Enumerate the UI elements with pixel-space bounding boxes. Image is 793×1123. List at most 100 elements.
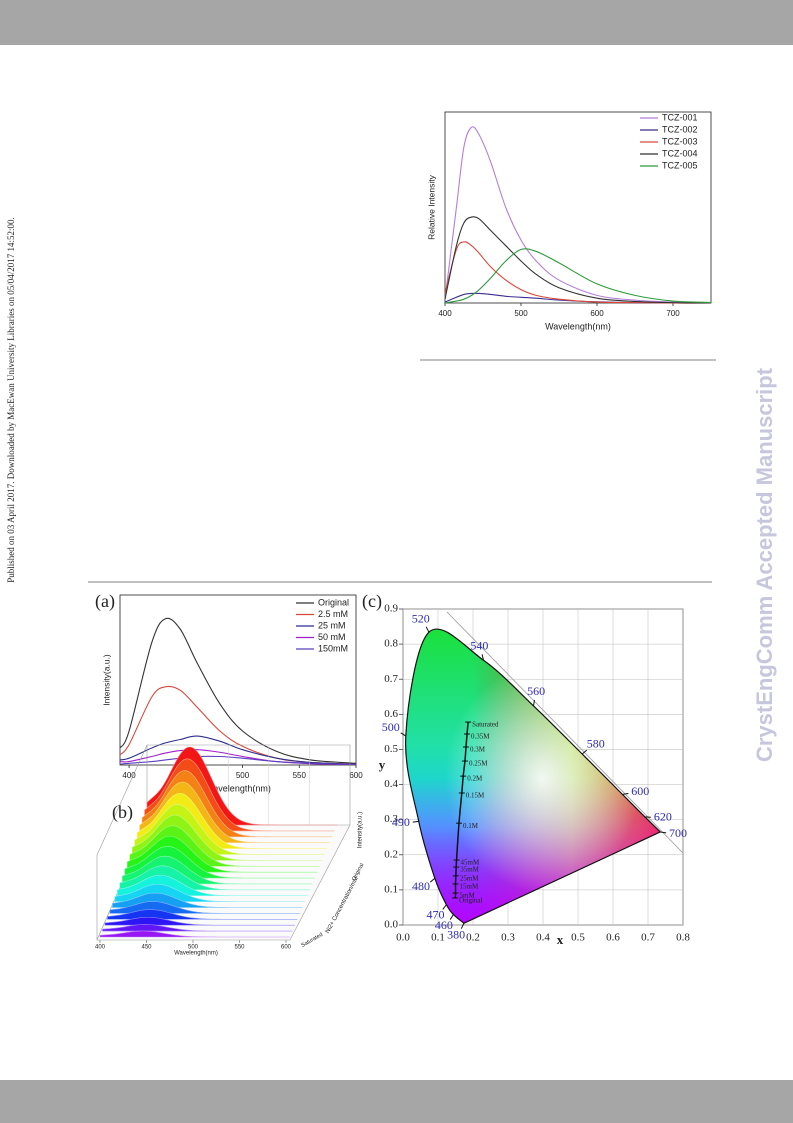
y-tick-label: 0.9 xyxy=(384,603,398,615)
y-axis-label: Intensity(a.u.) xyxy=(358,812,364,848)
locus-point xyxy=(581,749,588,755)
wavelength-label: 700 xyxy=(669,826,687,840)
x-axis-label: Wavelength(nm) xyxy=(205,783,271,793)
header-bar xyxy=(0,0,793,45)
y-tick-label: 0.5 xyxy=(384,743,398,755)
legend-label: TCZ-003 xyxy=(662,136,698,146)
legend-label: TCZ-002 xyxy=(662,124,698,134)
trajectory-label: 0.15M xyxy=(466,792,485,800)
x-tick-label: 400 xyxy=(95,945,106,951)
waterfall xyxy=(96,744,351,941)
legend-label: 50 mM xyxy=(318,632,346,642)
legend-label: TCZ-001 xyxy=(662,112,698,122)
ribbon xyxy=(99,930,290,938)
series-line xyxy=(119,749,357,766)
y-tick-label: 0.4 xyxy=(384,778,398,790)
wavelength-label: 620 xyxy=(654,809,672,823)
locus-point xyxy=(660,831,667,834)
plot-frame xyxy=(119,594,357,766)
wavelength-label: 540 xyxy=(470,638,488,652)
x-tick-label: 400 xyxy=(438,309,452,318)
wavelength-label: 480 xyxy=(412,879,430,893)
x-axis-label: Wavelength(nm) xyxy=(174,951,218,957)
trajectory-label: 0.1M xyxy=(463,822,479,830)
wavelength-label: 380 xyxy=(447,928,465,942)
trajectory-label: 45mM xyxy=(461,859,480,867)
panel-label: (b) xyxy=(112,802,133,823)
series-line xyxy=(444,216,712,304)
x-tick-label: 600 xyxy=(281,945,292,951)
x-tick-label: 0.2 xyxy=(466,932,480,944)
locus-point xyxy=(400,732,407,737)
wavelength-label: 600 xyxy=(631,784,649,798)
x-tick-label: 500 xyxy=(514,309,528,318)
diagonal xyxy=(446,611,684,854)
x-tick-label: 600 xyxy=(349,771,363,780)
x-tick-label: 500 xyxy=(236,771,250,780)
locus-point xyxy=(533,699,535,706)
sidebar-note: Published on 03 April 2017. Downloaded b… xyxy=(6,217,16,582)
x-tick-label: 0.3 xyxy=(501,932,515,944)
x-tick-label: 550 xyxy=(293,771,307,780)
trajectory-label: 35mM xyxy=(460,866,479,874)
legend-label: TCZ-004 xyxy=(662,148,698,158)
y-axis-label: y xyxy=(379,757,386,772)
wavelength-label: 470 xyxy=(427,908,445,922)
wavelength-label: 580 xyxy=(587,737,605,751)
x-tick-label: 600 xyxy=(590,309,604,318)
x-tick-label: 0.4 xyxy=(536,932,550,944)
z-tick-label: Saturated xyxy=(300,932,324,949)
locus-point xyxy=(460,923,465,929)
x-tick-label: 0.7 xyxy=(641,932,655,944)
series-line xyxy=(119,685,357,765)
locus-point xyxy=(412,820,419,823)
y-tick-label: 0.0 xyxy=(384,919,398,931)
wavelength-label: 560 xyxy=(527,684,545,698)
x-tick-label: 500 xyxy=(188,945,199,951)
back-wall xyxy=(96,744,148,940)
y-tick-label: 0.1 xyxy=(384,883,398,895)
locus-point xyxy=(449,914,454,920)
series-line xyxy=(119,617,357,764)
series-line xyxy=(444,126,712,304)
wavelength-label: 460 xyxy=(435,918,453,932)
x-axis-label: x xyxy=(557,932,564,947)
x-tick-label: 550 xyxy=(234,945,245,951)
trajectory-label: Saturated xyxy=(472,721,499,729)
ribbon xyxy=(102,924,293,932)
series-line xyxy=(119,735,357,765)
trajectory-label: 5mM xyxy=(460,892,476,900)
x-tick-label: 0.0 xyxy=(396,932,410,944)
y-axis-label: Intensity(a.u.) xyxy=(101,654,111,706)
spectral-locus xyxy=(405,628,662,924)
legend-label: TCZ-005 xyxy=(662,160,698,170)
locus-point xyxy=(425,626,430,633)
y-tick-label: 0.3 xyxy=(384,813,398,825)
watermark: CrystEngComm Accepted Manuscript xyxy=(752,367,777,762)
y-axis-label: Relative Intensity xyxy=(426,174,436,239)
series-line xyxy=(444,241,712,304)
locus-point xyxy=(429,877,436,883)
y-tick-label: 0.8 xyxy=(384,638,398,650)
locus-point xyxy=(481,654,484,661)
x-tick-label: 400 xyxy=(122,771,136,780)
legend-label: 2.5 mM xyxy=(318,609,348,619)
x-tick-label: 0.1 xyxy=(431,932,445,944)
x-tick-label: 0.8 xyxy=(676,932,690,944)
x-tick-label: 450 xyxy=(141,945,152,951)
x-tick-label: 0.6 xyxy=(606,932,620,944)
y-tick-label: 0.6 xyxy=(384,708,398,720)
trajectory-label: 25mM xyxy=(460,874,479,882)
y-tick-label: 0.7 xyxy=(384,673,398,685)
series-line xyxy=(119,755,357,766)
back-wall xyxy=(147,744,351,825)
trajectory-label: 0.25M xyxy=(469,760,488,768)
trajectory-label: 0.2M xyxy=(467,775,483,783)
y-tick-label: 0.2 xyxy=(384,848,398,860)
x-tick-label: 700 xyxy=(666,309,680,318)
plot-frame xyxy=(444,111,712,304)
trajectory-label: 15mM xyxy=(460,883,479,891)
legend-label: 25 mM xyxy=(318,620,346,630)
legend-label: 150mM xyxy=(318,643,348,653)
